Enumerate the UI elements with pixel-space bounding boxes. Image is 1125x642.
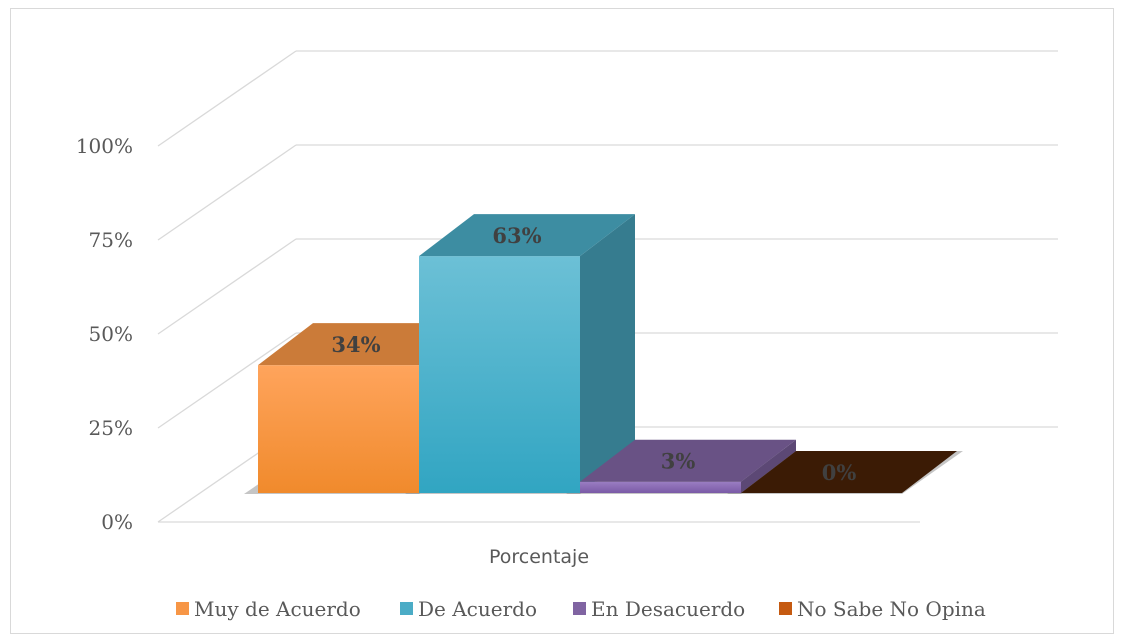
data-label: 3% (661, 449, 696, 474)
legend-entry-3: No Sabe No Opina (797, 597, 986, 621)
gridline-side-4 (157, 50, 297, 147)
legend: Muy de Acuerdo De Acuerdo En Desacuerdo No … (176, 597, 986, 621)
bar-top-2 (580, 439, 796, 482)
legend-entry-1: De Acuerdo (418, 597, 537, 621)
bar-side-1 (580, 214, 635, 493)
y-axis-ticks: 0% 25% 50% 75% 100% (76, 134, 133, 534)
legend-entry-0: Muy de Acuerdo (194, 597, 361, 621)
gridline-side-3 (157, 144, 297, 241)
bar-front-0 (258, 365, 419, 493)
bars (258, 214, 957, 493)
legend-swatch-2 (573, 602, 586, 615)
gridline-side-1 (157, 332, 297, 429)
category-label: Porcentaje (489, 546, 589, 568)
gridline-side-2 (157, 238, 297, 335)
legend-swatch-1 (400, 602, 413, 615)
legend-swatch-0 (176, 602, 189, 615)
data-label: 0% (822, 460, 857, 485)
legend-entry-2: En Desacuerdo (591, 597, 745, 621)
legend-swatch-3 (779, 602, 792, 615)
bar-side-2 (741, 439, 796, 493)
data-labels: 34% 63% 3% 0% (331, 223, 856, 485)
y-tick-label: 75% (89, 228, 133, 252)
bar-front-2 (580, 481, 741, 493)
y-tick-label: 0% (101, 510, 133, 534)
bar-top-3 (741, 451, 957, 493)
data-label: 34% (331, 332, 380, 357)
bar-top-1 (419, 214, 635, 257)
y-tick-label: 25% (89, 416, 133, 440)
bar-front-1 (419, 256, 580, 493)
data-label: 63% (492, 223, 541, 248)
y-tick-label: 50% (89, 322, 133, 346)
y-tick-label: 100% (76, 134, 133, 158)
